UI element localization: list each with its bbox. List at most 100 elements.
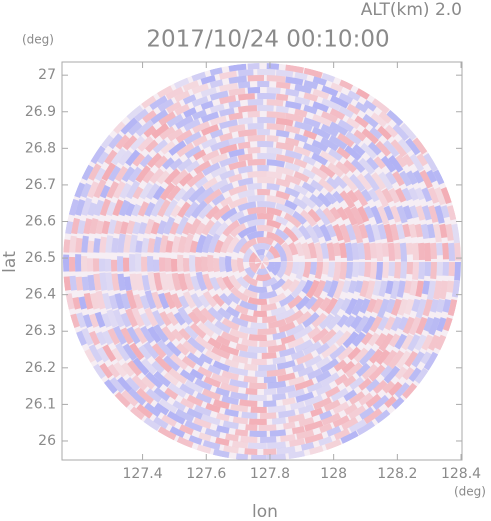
radar-bin xyxy=(246,207,267,215)
radar-bin xyxy=(419,169,433,189)
radar-bin xyxy=(323,399,341,412)
radar-bin xyxy=(174,103,190,116)
radar-bin xyxy=(369,126,383,140)
radar-bin xyxy=(268,318,287,329)
radar-bin xyxy=(232,236,248,254)
radar-bin xyxy=(202,439,221,451)
radar-bin xyxy=(336,314,349,328)
radar-bin xyxy=(207,254,214,273)
radar-bin xyxy=(74,182,86,198)
radar-bin xyxy=(303,67,323,79)
radar-bin xyxy=(365,280,376,300)
radar-bin xyxy=(295,391,315,403)
radar-bin xyxy=(166,341,182,357)
radar-bin xyxy=(144,218,155,235)
radar-bin xyxy=(434,187,446,206)
radar-bin xyxy=(391,396,405,410)
radar-bin xyxy=(318,313,335,330)
radar-bin xyxy=(348,280,358,294)
radar-bin xyxy=(287,279,301,293)
radar-bin xyxy=(343,403,358,416)
radar-bin xyxy=(88,163,102,181)
radar-bin xyxy=(74,199,86,216)
radar-bin xyxy=(258,364,277,371)
radar-bin xyxy=(210,178,229,192)
radar-bin xyxy=(339,190,356,209)
radar-bin xyxy=(220,331,240,344)
radar-bin xyxy=(341,174,358,192)
radar-bin xyxy=(247,195,265,203)
radar-bin xyxy=(393,242,401,260)
radar-bin xyxy=(385,280,394,295)
radar-bin xyxy=(345,261,353,279)
radar-bin xyxy=(319,423,333,434)
radar-bin xyxy=(132,153,146,167)
radar-bin xyxy=(195,186,215,204)
radar-bin xyxy=(167,382,187,398)
radar-bin xyxy=(142,169,155,184)
radar-bin xyxy=(355,362,371,378)
radar-bin xyxy=(319,410,333,421)
radar-bin xyxy=(405,170,418,186)
radar-bin xyxy=(434,334,447,351)
radar-bin xyxy=(289,438,305,447)
radar-bin xyxy=(159,234,169,253)
radar-bin xyxy=(442,242,449,260)
radar-bin xyxy=(384,124,399,138)
radar-bin xyxy=(351,331,366,347)
radar-bin xyxy=(267,405,287,413)
radar-bin xyxy=(356,173,373,191)
radar-bin xyxy=(247,171,267,179)
radar-bin xyxy=(285,64,305,74)
radar-bin xyxy=(113,361,128,378)
radar-bin xyxy=(400,333,414,351)
radar-bin xyxy=(239,325,258,335)
radar-bin xyxy=(261,351,277,360)
radar-bin xyxy=(263,388,277,395)
radar-bin xyxy=(75,276,84,291)
radar-bin xyxy=(93,273,102,291)
radar-bin xyxy=(127,360,142,377)
radar-bin xyxy=(284,174,302,186)
radar-bin xyxy=(270,261,281,276)
radar-bin xyxy=(364,223,376,243)
radar-bin xyxy=(121,389,139,407)
radar-bin xyxy=(220,234,234,254)
radar-bin xyxy=(375,349,391,366)
radar-bin xyxy=(241,338,258,347)
radar-bin xyxy=(128,121,143,136)
radar-bin xyxy=(136,387,154,405)
radar-bin xyxy=(363,242,371,261)
radar-bin xyxy=(382,349,398,367)
radar-bin xyxy=(149,95,168,111)
radar-bin xyxy=(102,330,114,346)
radar-bin xyxy=(321,343,338,359)
radar-bin xyxy=(439,280,449,300)
radar-bin xyxy=(207,364,222,376)
radar-bin xyxy=(409,280,418,296)
radar-bin xyxy=(228,112,243,121)
radar-bin xyxy=(361,363,379,380)
radar-bin xyxy=(97,151,109,165)
radar-bin xyxy=(121,362,135,377)
radar-bin xyxy=(384,316,396,331)
radar-bin xyxy=(200,307,216,323)
radar-bin xyxy=(230,403,249,413)
radar-bin xyxy=(283,261,293,277)
radar-bin xyxy=(189,240,199,253)
radar-bin xyxy=(150,197,165,217)
radar-bin xyxy=(81,276,90,291)
radar-bin xyxy=(292,210,308,225)
radar-bin xyxy=(418,261,425,280)
radar-bin xyxy=(285,137,300,147)
radar-bin xyxy=(383,223,394,243)
radar-bin xyxy=(302,261,311,279)
radar-bin xyxy=(237,81,251,89)
radar-bin xyxy=(396,280,406,298)
radar-bin xyxy=(143,417,161,432)
radar-bin xyxy=(195,234,207,253)
radar-bin xyxy=(333,280,345,300)
radar-bin xyxy=(275,178,291,188)
radar-bin xyxy=(190,292,203,309)
radar-bin xyxy=(147,326,162,344)
